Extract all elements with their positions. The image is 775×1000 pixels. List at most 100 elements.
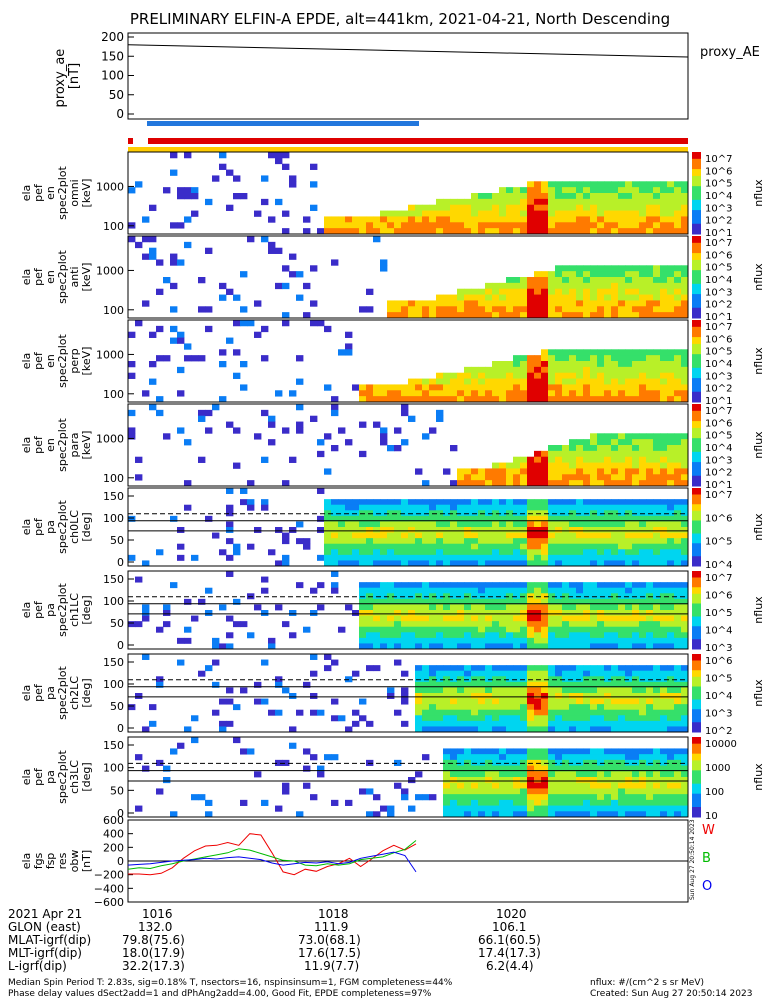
spec-cell — [394, 396, 402, 403]
spec-cell — [604, 715, 612, 722]
spec-cell — [653, 390, 661, 397]
spec-cell — [457, 794, 465, 801]
footer-mlt-v3: 17.4(17.3) — [478, 946, 541, 960]
spec-cell — [513, 480, 521, 487]
spec-cell — [639, 372, 647, 379]
spec-cell — [590, 504, 598, 511]
spec-cell — [534, 604, 542, 611]
spec-cell — [618, 709, 626, 716]
spec-cell — [331, 499, 339, 506]
colorbar-swatch — [692, 810, 701, 815]
spec-cell — [345, 549, 353, 556]
spec-ylabel-line: pef — [32, 435, 45, 454]
spec-cell — [541, 462, 549, 469]
spec-cell — [499, 693, 507, 699]
spec-cell — [289, 693, 297, 699]
spec-cell — [499, 748, 507, 755]
spec-cell — [219, 396, 227, 403]
spec-cell — [520, 228, 528, 235]
spec-cell — [639, 361, 647, 368]
spec-cell — [604, 681, 612, 688]
spec-cell — [457, 604, 465, 611]
spec-cell — [681, 462, 689, 469]
spec-cell — [401, 698, 409, 705]
spec-cell — [422, 615, 430, 622]
spec-cell — [457, 216, 465, 223]
spec-ylabel-line: pef — [32, 683, 45, 702]
spec-cell — [478, 210, 486, 217]
spec-cell — [583, 521, 591, 528]
spec-cell — [569, 378, 577, 385]
spec-cell — [562, 811, 570, 818]
spec-cell — [492, 222, 500, 229]
spec-cell — [485, 554, 493, 561]
spec-cell — [618, 445, 626, 452]
spec-cell — [471, 681, 479, 688]
spec-cell — [674, 527, 682, 533]
spec-cell — [296, 811, 304, 818]
spec-cell — [527, 181, 535, 188]
spec-cell — [534, 715, 542, 722]
spec-cell — [331, 222, 339, 229]
spec-cell — [604, 632, 612, 639]
spec-cell — [450, 788, 458, 795]
proxy-ae-ylabel: proxy_ae [nT] — [53, 45, 82, 108]
spec-ylabel-line: spec2plot — [56, 166, 69, 220]
spec-cell — [597, 621, 605, 628]
spec-cell — [506, 799, 514, 806]
spec-cell — [576, 681, 584, 688]
spec-cell — [485, 587, 493, 594]
colorbar-swatch — [692, 613, 701, 617]
spec-cell — [555, 193, 563, 200]
spec-cell — [408, 228, 416, 235]
spec-cell — [464, 204, 472, 211]
spec-cell — [506, 704, 514, 711]
spec-ylabel-line: ela — [20, 602, 33, 619]
spec-cell — [366, 560, 374, 567]
spec-cell — [499, 538, 507, 545]
spec-cell — [653, 499, 661, 506]
spec-cell — [639, 811, 647, 818]
spec-cell — [646, 549, 654, 556]
spec-cell — [527, 604, 535, 611]
spec-cell — [639, 456, 647, 463]
spec-cell — [415, 704, 423, 711]
colorbar-swatch — [692, 654, 701, 658]
spec-cell — [429, 621, 437, 628]
spec-cell — [499, 554, 507, 561]
spec-cell — [359, 216, 367, 223]
spec-cell — [303, 748, 311, 755]
spec-cell — [569, 228, 577, 235]
spec-cell — [450, 554, 458, 561]
spec-cell — [387, 587, 395, 594]
spec-cell — [660, 372, 668, 379]
spec-cell — [632, 504, 640, 511]
spec-cell — [597, 439, 605, 446]
spec-cell — [422, 665, 430, 672]
spec-cell — [373, 222, 381, 229]
spec-cell — [625, 799, 633, 806]
spec-cell — [667, 794, 675, 801]
spec-cell — [555, 187, 563, 194]
spec-cell — [590, 805, 598, 812]
colorbar-swatch — [692, 330, 701, 335]
spec-cell — [492, 228, 500, 235]
colorbar-swatch — [692, 175, 701, 180]
spec-cell — [429, 693, 437, 699]
spec-cell — [520, 462, 528, 469]
spec-cell — [604, 349, 612, 356]
spec-ylabel-line: [keV] — [80, 179, 93, 208]
spec-cell — [590, 187, 598, 194]
spec-cell — [625, 582, 633, 589]
spec-cell — [443, 754, 451, 761]
spec-cell — [331, 445, 339, 452]
spec-cell — [205, 306, 213, 313]
spec-cell — [219, 726, 227, 733]
spec-cell — [562, 615, 570, 622]
spec-cell — [555, 587, 563, 594]
spec-cell — [604, 282, 612, 290]
spec-cell — [576, 560, 584, 567]
spec-cell — [485, 294, 493, 301]
spec-cell — [338, 560, 346, 567]
spec-cell — [639, 681, 647, 688]
